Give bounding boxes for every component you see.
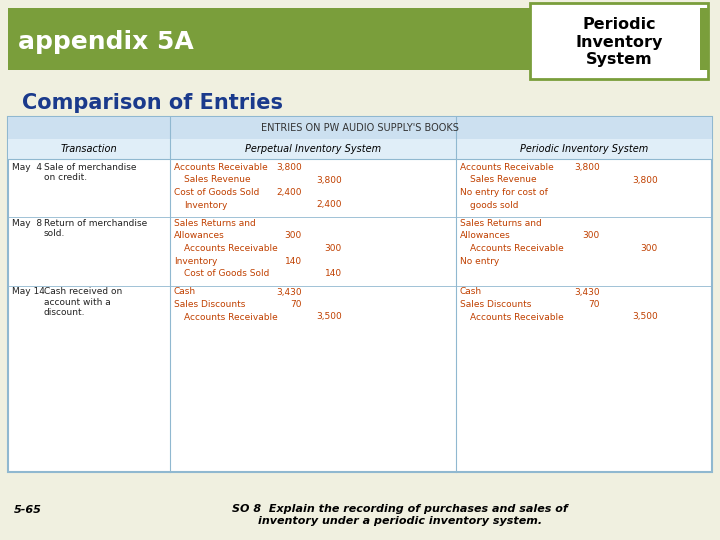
Text: Periodic Inventory System: Periodic Inventory System [520,144,648,154]
Text: May  4: May 4 [12,163,42,172]
Text: Perpetual Inventory System: Perpetual Inventory System [245,144,381,154]
Text: 5-65: 5-65 [14,505,42,515]
Text: 3,430: 3,430 [276,287,302,296]
Text: May  8: May 8 [12,219,42,228]
Text: Sales Returns and: Sales Returns and [460,219,541,228]
Text: No entry: No entry [460,256,499,266]
Text: 3,430: 3,430 [575,287,600,296]
Text: 70: 70 [290,300,302,309]
Text: Cash: Cash [174,287,196,296]
Text: May 14: May 14 [12,287,45,296]
Text: 300: 300 [284,232,302,240]
Text: Sales Revenue: Sales Revenue [184,176,251,185]
Text: Cash: Cash [460,287,482,296]
Text: Sales Returns and: Sales Returns and [174,219,256,228]
Text: 3,500: 3,500 [632,313,658,321]
FancyBboxPatch shape [8,117,712,139]
Text: 140: 140 [325,269,342,278]
Text: 300: 300 [325,244,342,253]
Text: Accounts Receivable: Accounts Receivable [184,313,278,321]
Text: Accounts Receivable: Accounts Receivable [470,244,564,253]
Text: Allowances: Allowances [460,232,510,240]
Text: Periodic
Inventory
System: Periodic Inventory System [575,17,662,67]
Text: 70: 70 [588,300,600,309]
FancyBboxPatch shape [700,8,708,70]
Text: goods sold: goods sold [470,200,518,210]
Text: No entry for cost of: No entry for cost of [460,188,548,197]
Text: Cost of Goods Sold: Cost of Goods Sold [174,188,259,197]
FancyBboxPatch shape [530,3,708,79]
Text: 2,400: 2,400 [317,200,342,210]
Text: Accounts Receivable: Accounts Receivable [460,163,554,172]
FancyBboxPatch shape [8,139,712,159]
Text: Cash received on
account with a
discount.: Cash received on account with a discount… [44,287,122,318]
Text: 3,800: 3,800 [316,176,342,185]
Text: 3,800: 3,800 [632,176,658,185]
Text: Accounts Receivable: Accounts Receivable [184,244,278,253]
Text: 3,800: 3,800 [575,163,600,172]
Text: Allowances: Allowances [174,232,225,240]
Text: Comparison of Entries: Comparison of Entries [22,93,283,113]
Text: 300: 300 [641,244,658,253]
Text: Sales Discounts: Sales Discounts [460,300,531,309]
Text: 140: 140 [285,256,302,266]
Text: Inventory: Inventory [184,200,228,210]
Text: Sale of merchandise
on credit.: Sale of merchandise on credit. [44,163,137,183]
Text: Inventory: Inventory [174,256,217,266]
Text: Accounts Receivable: Accounts Receivable [174,163,268,172]
Text: Transaction: Transaction [60,144,117,154]
Text: 3,500: 3,500 [316,313,342,321]
Text: SO 8  Explain the recording of purchases and sales of
inventory under a periodic: SO 8 Explain the recording of purchases … [232,504,568,525]
Text: 3,800: 3,800 [276,163,302,172]
Text: Return of merchandise
sold.: Return of merchandise sold. [44,219,148,238]
Text: 2,400: 2,400 [276,188,302,197]
Text: ENTRIES ON PW AUDIO SUPPLY'S BOOKS: ENTRIES ON PW AUDIO SUPPLY'S BOOKS [261,123,459,133]
Text: Cost of Goods Sold: Cost of Goods Sold [184,269,269,278]
Text: Sales Discounts: Sales Discounts [174,300,246,309]
Text: Sales Revenue: Sales Revenue [470,176,536,185]
FancyBboxPatch shape [8,117,712,472]
FancyBboxPatch shape [8,8,703,70]
Text: Accounts Receivable: Accounts Receivable [470,313,564,321]
Text: appendix 5A: appendix 5A [18,30,194,54]
Text: 300: 300 [582,232,600,240]
